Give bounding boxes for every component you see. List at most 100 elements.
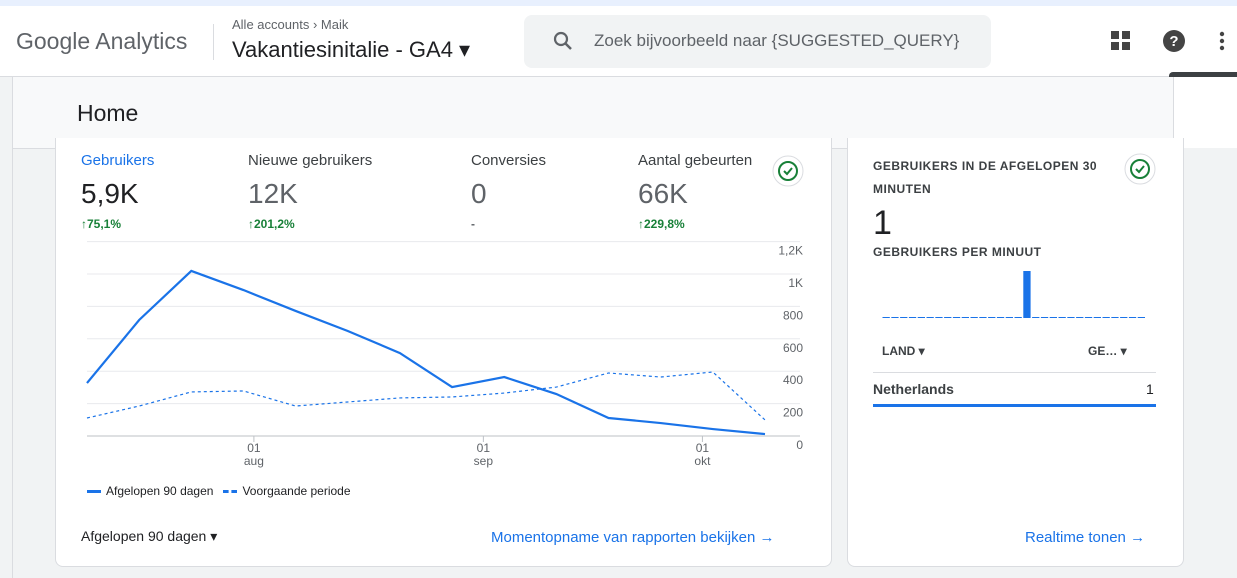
range-selector[interactable]: Afgelopen 90 dagen ▾ (81, 528, 218, 544)
change-value: 201,2% (254, 217, 295, 231)
minute-bar (900, 317, 908, 318)
overview-card (55, 138, 832, 567)
header-text: GE… (1088, 344, 1118, 358)
arrow-icon: ↑ (638, 217, 644, 231)
minute-bar (1005, 317, 1013, 318)
minute-bar (1049, 317, 1057, 318)
minute-bar (917, 317, 925, 318)
x-tick-label: 01 sep (473, 441, 494, 468)
table-divider (873, 372, 1156, 373)
breadcrumb-item[interactable]: Maik (320, 17, 349, 32)
search-box[interactable] (524, 15, 991, 68)
nav-edge (12, 77, 13, 578)
top-strip (0, 0, 1237, 6)
legend-item[interactable]: Afgelopen 90 dagen (87, 484, 213, 498)
y-tick-label: 600 (783, 341, 803, 355)
property-selector[interactable]: Vakantiesinitalie - GA4 ▾ (232, 37, 471, 62)
minute-bar (1102, 317, 1110, 318)
minute-bar (1040, 317, 1049, 318)
minute-bar (970, 317, 978, 318)
minute-bar (1014, 317, 1022, 318)
header-text: LAND (882, 344, 916, 358)
realtime-subtitle: GEBRUIKERS PER MINUUT (873, 245, 1042, 259)
metric-value: 0 (471, 178, 487, 209)
minute-bar (882, 317, 890, 318)
metric-value: 5,9K (81, 178, 139, 209)
legend-label: Afgelopen 90 dagen (106, 484, 214, 498)
breadcrumb-item[interactable]: Alle accounts (232, 17, 310, 32)
change-value: 229,8% (644, 217, 685, 231)
column-header[interactable]: LAND ▾ (882, 344, 925, 358)
minute-bar (891, 317, 899, 318)
metric-label: Aantal gebeurten (638, 152, 753, 169)
property-name: Vakantiesinitalie - GA4 (232, 37, 453, 62)
minute-bar (1076, 317, 1084, 318)
row-bar (873, 404, 1156, 407)
logo[interactable]: Google Analytics (16, 28, 188, 54)
minute-bar (988, 317, 996, 318)
minute-bar (944, 317, 952, 318)
legend-swatch (87, 490, 101, 494)
minute-bar (1111, 317, 1119, 318)
series-line (86, 269, 766, 436)
column-header[interactable]: GE… ▾ (1088, 344, 1127, 358)
series-line (86, 371, 766, 421)
legend-label: Voorgaande periode (242, 484, 351, 498)
change-value: - (471, 217, 475, 231)
help-icon[interactable]: ? (1162, 29, 1186, 53)
metric-change: ↑75,1% (81, 217, 121, 231)
minute-bar (961, 317, 969, 318)
more-icon[interactable] (1218, 31, 1226, 51)
legend: Afgelopen 90 dagen Voorgaande periode (87, 484, 361, 498)
link-text: Realtime tonen (1025, 529, 1126, 546)
minute-bar (908, 317, 917, 318)
y-tick-label: 0 (796, 438, 803, 452)
table-cell: 1 (1146, 381, 1154, 397)
status-icon (772, 155, 804, 187)
metric-value: 12K (248, 178, 298, 209)
minute-bar (952, 317, 961, 318)
minute-bar (1023, 271, 1031, 318)
apps-icon[interactable] (1110, 30, 1132, 52)
y-tick-label: 200 (783, 406, 803, 420)
minute-bar (996, 317, 1005, 318)
x-tick-label: 01 okt (694, 441, 711, 468)
table-cell: Netherlands (873, 381, 954, 397)
realtime-card (847, 138, 1184, 567)
realtime-value: 1 (873, 204, 892, 242)
metric-change: ↑201,2% (248, 217, 295, 231)
y-tick-label: 800 (783, 308, 803, 322)
arrow-icon: ↑ (81, 217, 87, 231)
report-link[interactable]: Momentopname van rapporten bekijken → (491, 529, 775, 546)
minute-bar (1058, 317, 1066, 318)
realtime-link[interactable]: Realtime tonen → (1025, 529, 1146, 546)
metric-change: ↑229,8% (638, 217, 685, 231)
minute-bar (1120, 317, 1128, 318)
minute-bar (1128, 317, 1137, 318)
legend-swatch (223, 490, 238, 494)
breadcrumb: Alle accounts › Maik (232, 17, 349, 32)
metric-label: Conversies (471, 152, 547, 169)
metric-change: - (471, 217, 475, 231)
svg-text:?: ? (1169, 33, 1178, 50)
legend-item[interactable]: Voorgaande periode (223, 484, 351, 498)
range: Afgelopen 90 dagen (81, 528, 207, 544)
side-tools (1173, 77, 1237, 148)
arrow-icon: ↑ (248, 217, 254, 231)
minute-bar (1093, 317, 1101, 318)
minute-bar (1137, 317, 1145, 318)
y-tick-label: 1K (788, 276, 803, 290)
metric-label: Nieuwe gebruikers (248, 152, 373, 169)
realtime-title: GEBRUIKERS IN DE AFGELOPEN 30 MINUTEN (873, 159, 1098, 196)
minute-bar (926, 317, 934, 318)
minute-bar (935, 317, 943, 318)
status-icon (1124, 153, 1156, 185)
home-header (13, 77, 1173, 149)
link-text: Momentopname van rapporten bekijken (491, 529, 756, 546)
divider (213, 24, 214, 60)
search-icon (553, 31, 572, 50)
minute-bar (1084, 317, 1093, 318)
minute-bar (1032, 317, 1040, 318)
